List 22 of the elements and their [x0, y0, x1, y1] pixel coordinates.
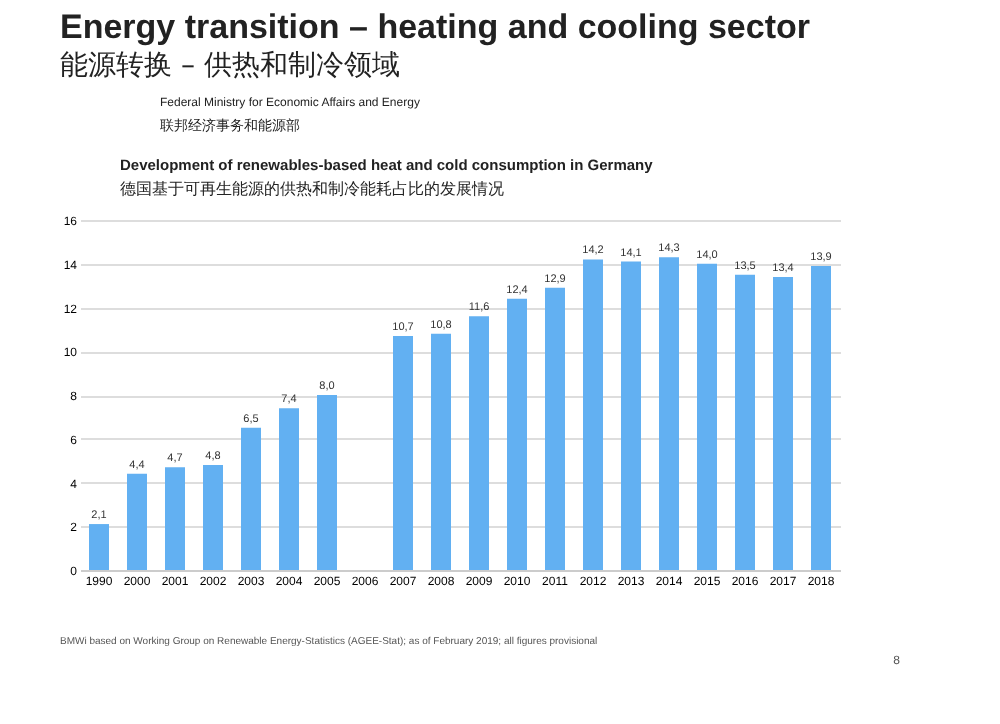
- bar: [811, 265, 831, 570]
- text: 德国基于可再生能源的供热和制冷能耗占比的发展情况: [120, 180, 504, 198]
- bar: [431, 333, 451, 570]
- bar: [203, 465, 223, 570]
- bar: [469, 316, 489, 570]
- bar: [773, 276, 793, 570]
- bar: [89, 524, 109, 570]
- bar: [507, 298, 527, 570]
- bar: [279, 408, 299, 570]
- bar: [127, 473, 147, 570]
- bar: [735, 274, 755, 570]
- bar: [545, 287, 565, 570]
- bar: [697, 263, 717, 570]
- bar: [241, 427, 261, 570]
- bar: [621, 261, 641, 570]
- bar: [165, 467, 185, 570]
- bar: [317, 395, 337, 570]
- bar: [659, 257, 679, 570]
- chart-title: Energy transition – heating and cooling sector: [60, 8, 811, 46]
- bar: [393, 335, 413, 570]
- chart-subtitle: 能源转换 – 供热和制冷领域: [60, 50, 400, 82]
- bar: [583, 259, 603, 570]
